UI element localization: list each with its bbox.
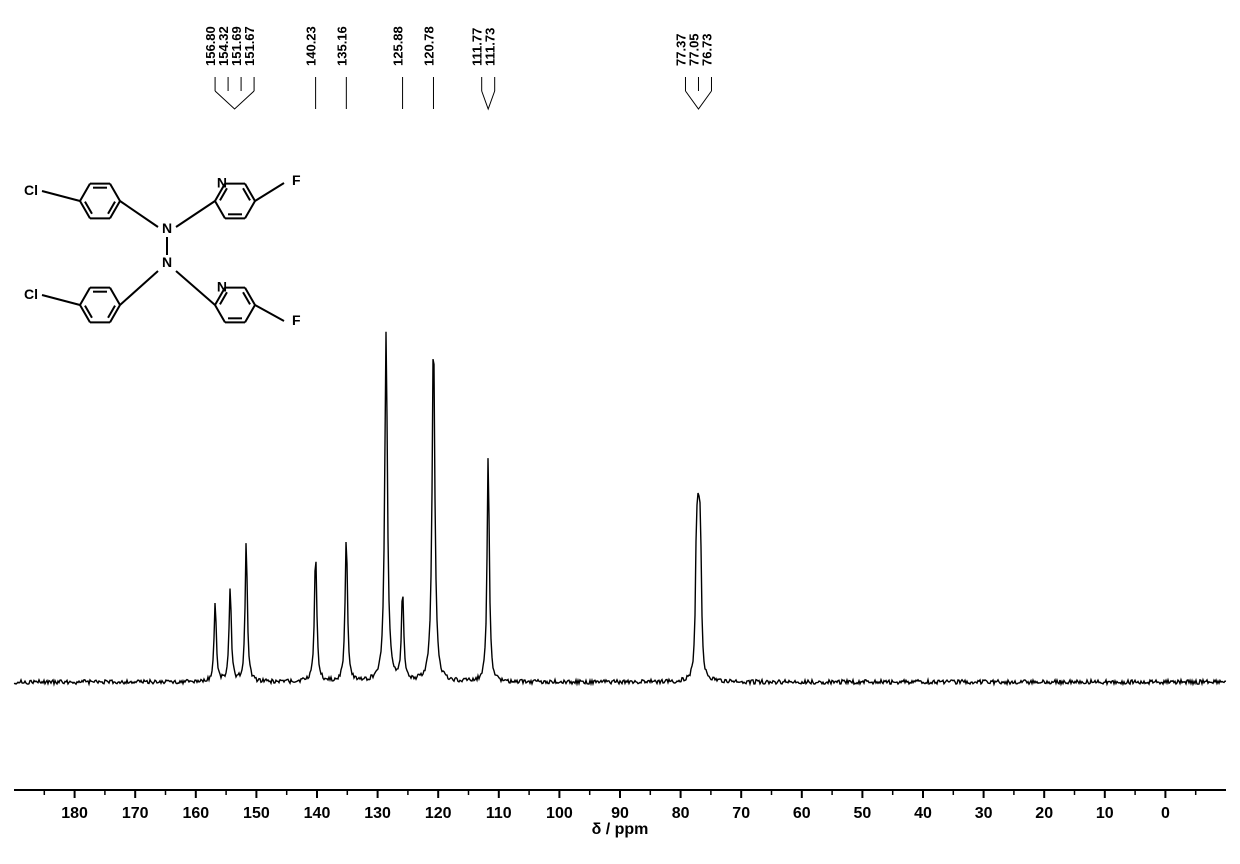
axis-tick-label: 20	[1035, 805, 1053, 822]
spectrum-trace	[14, 332, 1226, 684]
peak-label: 135.16	[334, 26, 349, 66]
axis-tick-label: 80	[672, 805, 690, 822]
axis-tick-label: 0	[1161, 805, 1170, 822]
axis-tick-label: 180	[61, 805, 88, 822]
atom-label: Cl	[24, 182, 38, 198]
axis-tick-label: 10	[1096, 805, 1114, 822]
atom-label: F	[292, 312, 301, 328]
peak-label: 120.78	[421, 26, 436, 66]
peak-label: 151.67	[242, 26, 257, 66]
axis-tick-label: 130	[364, 805, 391, 822]
atom-label: N	[217, 279, 227, 295]
axis-tick-label: 70	[732, 805, 750, 822]
axis-tick-label: 50	[854, 805, 872, 822]
molecular-structure: Cl N F N N Cl N F	[24, 172, 301, 328]
axis-tick-label: 140	[304, 805, 331, 822]
atom-label: F	[292, 172, 301, 188]
peak-label: 140.23	[304, 26, 319, 66]
axis-tick-label: 120	[425, 805, 452, 822]
axis-tick-label: 160	[182, 805, 209, 822]
axis-tick-label: 60	[793, 805, 811, 822]
axis-tick-label: 90	[611, 805, 629, 822]
peak-label: 111.73	[483, 28, 498, 66]
axis-tick-label: 110	[486, 805, 512, 822]
atom-label: N	[217, 175, 227, 191]
axis-tick-label: 30	[975, 805, 993, 822]
axis-tick-label: 40	[914, 805, 932, 822]
x-axis-label: δ / ppm	[592, 821, 649, 838]
peak-label: 76.73	[699, 33, 714, 66]
atom-label: Cl	[24, 286, 38, 302]
axis-tick-label: 170	[122, 805, 149, 822]
axis-tick-label: 150	[243, 805, 270, 822]
nmr-spectrum: 1801701601501401301201101009080706050403…	[0, 0, 1240, 864]
axis-tick-label: 100	[546, 805, 573, 822]
atom-label: N	[162, 220, 172, 236]
atom-label: N	[162, 254, 172, 270]
peak-label: 125.88	[391, 26, 406, 66]
